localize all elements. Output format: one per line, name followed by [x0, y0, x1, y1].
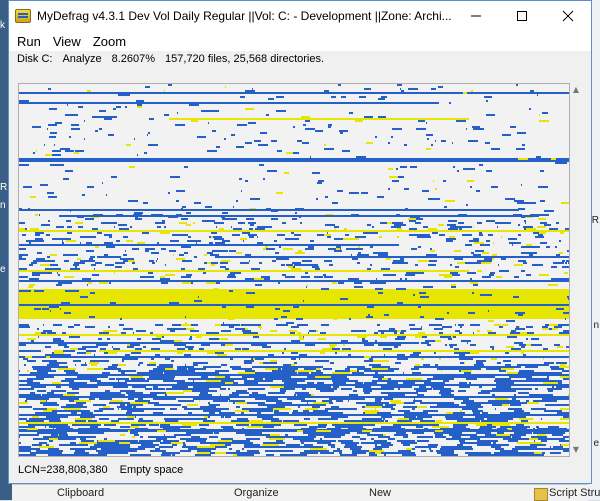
- background-script-label: Script Stru: [549, 487, 600, 499]
- background-fragment-text: n: [593, 320, 599, 331]
- background-clipboard-label: Clipboard: [57, 487, 105, 499]
- menu-zoom[interactable]: Zoom: [92, 33, 127, 49]
- lcn-readout: LCN=238,808,380: [18, 464, 108, 476]
- maximize-icon: [517, 11, 527, 21]
- menu-view[interactable]: View: [52, 33, 81, 49]
- disk-map-scrollbar[interactable]: ▲ ▼: [570, 83, 582, 457]
- menu-bar: Run View Zoom: [9, 31, 591, 51]
- disk-label: Disk C:: [17, 53, 53, 65]
- window-title: MyDefrag v4.3.1 Dev Vol Daily Regular ||…: [37, 9, 452, 23]
- cluster-state: Empty space: [119, 464, 184, 476]
- progress-info-bar: Disk C: Analyze 8.2607% 157,720 files, 2…: [9, 51, 591, 67]
- background-fragment-text: e: [593, 438, 599, 449]
- disk-map-canvas: [19, 84, 569, 456]
- background-fragment-text: R: [591, 215, 599, 226]
- status-bar: LCN=238,808,380 Empty space: [9, 457, 591, 483]
- background-new-label: New: [369, 487, 392, 499]
- close-button[interactable]: [545, 1, 591, 31]
- scroll-down-icon[interactable]: ▼: [572, 445, 580, 454]
- disk-map[interactable]: [18, 83, 570, 457]
- file-counts: 157,720 files, 25,568 directories.: [165, 53, 325, 65]
- cluster-blocks: [19, 84, 569, 456]
- background-fragment-text: n: [0, 200, 6, 211]
- background-app-bottom: Clipboard Organize New Script Stru: [12, 484, 600, 501]
- maximize-button[interactable]: [499, 1, 545, 31]
- mydefrag-window: MyDefrag v4.3.1 Dev Vol Daily Regular ||…: [8, 0, 592, 484]
- mydefrag-app-icon[interactable]: [15, 9, 31, 23]
- minimize-button[interactable]: [453, 1, 499, 31]
- folder-icon: [534, 488, 548, 501]
- minimize-icon: [471, 15, 481, 17]
- background-fragment-text: e: [0, 264, 6, 275]
- action-label: Analyze: [62, 53, 102, 65]
- menu-run[interactable]: Run: [17, 33, 41, 49]
- background-fragment-text: R: [0, 182, 8, 193]
- title-bar[interactable]: MyDefrag v4.3.1 Dev Vol Daily Regular ||…: [9, 1, 591, 31]
- scroll-up-icon[interactable]: ▲: [572, 85, 580, 94]
- progress-percent: 8.2607%: [111, 53, 156, 65]
- close-icon: [562, 10, 574, 22]
- background-fragment-text: k: [0, 20, 5, 31]
- background-organize-label: Organize: [234, 487, 279, 499]
